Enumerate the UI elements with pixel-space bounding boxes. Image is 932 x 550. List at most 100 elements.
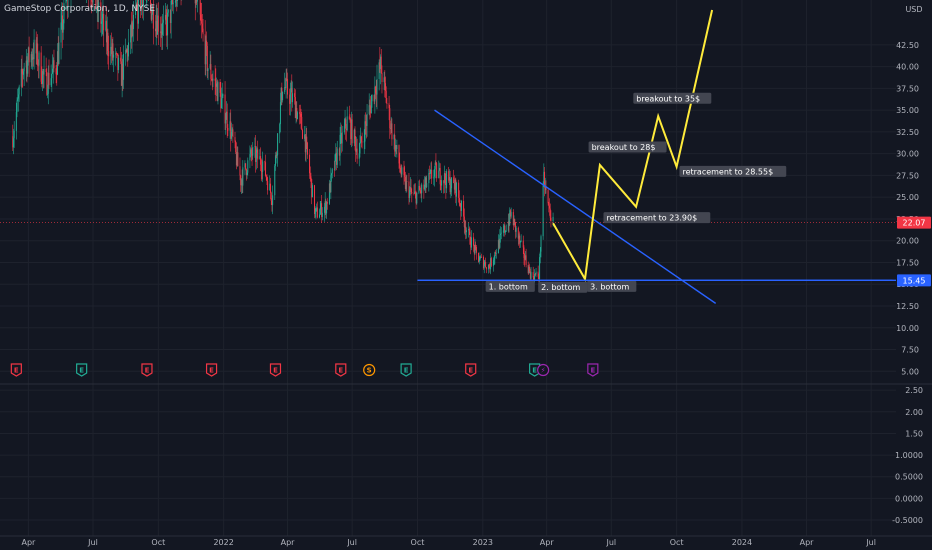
candle-body <box>351 119 353 144</box>
candle-body <box>454 179 456 190</box>
event-label: E <box>14 367 19 375</box>
candle-body <box>399 163 401 168</box>
event-badge <box>400 363 412 377</box>
candle-body <box>47 93 49 95</box>
candle-body <box>232 129 234 138</box>
candle-body <box>108 50 110 57</box>
candle-body <box>519 240 521 243</box>
candle-body <box>51 73 53 79</box>
candle-body <box>413 193 415 195</box>
candle-body <box>12 136 14 148</box>
event-marker[interactable]: E <box>465 363 477 377</box>
event-marker[interactable]: E <box>269 363 282 377</box>
candle-body <box>459 203 461 206</box>
event-marker[interactable]: E <box>205 363 218 377</box>
candle-body <box>17 98 19 101</box>
projection-path[interactable] <box>552 9 714 283</box>
candle-body <box>170 0 172 23</box>
candle-body <box>468 229 470 232</box>
candle-body <box>336 148 338 165</box>
candle-body <box>524 257 526 260</box>
candle-body <box>474 244 476 254</box>
candle-body <box>431 170 433 179</box>
event-marker[interactable]: E <box>529 363 541 377</box>
candle-body <box>261 170 263 172</box>
candle-body <box>443 180 445 184</box>
candle-body <box>245 169 247 175</box>
candle-body <box>499 235 501 248</box>
candle-body <box>355 148 357 152</box>
candle-body <box>204 34 206 65</box>
candle-body <box>269 183 271 191</box>
candle-body <box>434 169 436 177</box>
candle-body <box>371 95 373 102</box>
event-marker[interactable]: E <box>76 363 88 377</box>
candle-body <box>389 108 391 129</box>
candle-body <box>28 47 30 63</box>
time-axis[interactable]: Apr Jul Oct 2022 Apr Jul Oct 2023 Apr Jul Oct 2024 A… <box>21 538 876 547</box>
price-tick-label: 42.50 <box>896 41 919 50</box>
event-marker[interactable]: E <box>335 363 347 377</box>
candle-body <box>329 183 331 193</box>
candle-body <box>52 60 54 69</box>
candle-body <box>237 152 239 167</box>
candle-body <box>514 222 516 232</box>
candle-body <box>205 40 207 65</box>
candle-body <box>465 230 467 233</box>
candle-body <box>485 262 487 268</box>
candle-body <box>296 112 298 120</box>
candle-body <box>505 230 507 233</box>
candle-body <box>408 181 410 198</box>
candle-body <box>482 256 484 269</box>
candle-body <box>32 57 34 60</box>
candle-body <box>151 13 153 20</box>
candle-body <box>320 203 322 210</box>
candle-body <box>495 252 497 254</box>
candle-body <box>285 78 287 88</box>
candle-body <box>245 163 247 170</box>
candle-body <box>489 267 491 270</box>
candle-body <box>132 14 134 30</box>
event-marker[interactable]: E <box>10 363 22 377</box>
event-marker[interactable]: ⚡ <box>537 363 550 377</box>
candle-body <box>378 62 380 80</box>
candle-body <box>386 102 388 104</box>
candle-body <box>63 3 65 24</box>
candle-body <box>304 134 306 153</box>
projection-zigzag[interactable] <box>552 9 714 283</box>
time-tick-label: Jul <box>865 538 876 547</box>
event-marker[interactable]: S <box>363 363 376 377</box>
candle-body <box>436 163 438 179</box>
candle-body <box>540 236 542 252</box>
candle-body <box>385 90 387 103</box>
event-marker[interactable]: E <box>400 363 412 377</box>
event-markers[interactable]: E E E E E E S E E E ⚡ E <box>10 363 599 377</box>
candle-body <box>169 9 171 23</box>
candle-body <box>505 230 507 232</box>
candle-body <box>532 272 534 278</box>
candle-body <box>345 119 347 129</box>
candle-body <box>333 169 335 171</box>
trendline-descending-resistance[interactable] <box>434 109 717 304</box>
candle-body <box>535 271 537 275</box>
candle-body <box>120 61 122 86</box>
candle-body <box>421 184 423 194</box>
event-marker[interactable]: E <box>141 363 153 377</box>
candle-body <box>492 260 494 266</box>
candle-body <box>65 0 67 4</box>
time-tick-label: Jul <box>605 538 616 547</box>
annotation-label: retracement to 23.90$ <box>603 212 711 224</box>
candle-body <box>469 231 471 245</box>
candle-body <box>266 177 268 181</box>
candle-body <box>527 264 529 274</box>
candle-body <box>33 39 35 60</box>
candle-body <box>164 14 166 20</box>
candle-body <box>206 40 208 46</box>
candle-body <box>287 79 289 95</box>
candle-body <box>216 83 218 87</box>
event-marker[interactable]: E <box>587 363 599 377</box>
candle-body <box>116 53 118 55</box>
price-axis-panel[interactable] <box>896 0 932 536</box>
event-badge <box>529 363 541 377</box>
